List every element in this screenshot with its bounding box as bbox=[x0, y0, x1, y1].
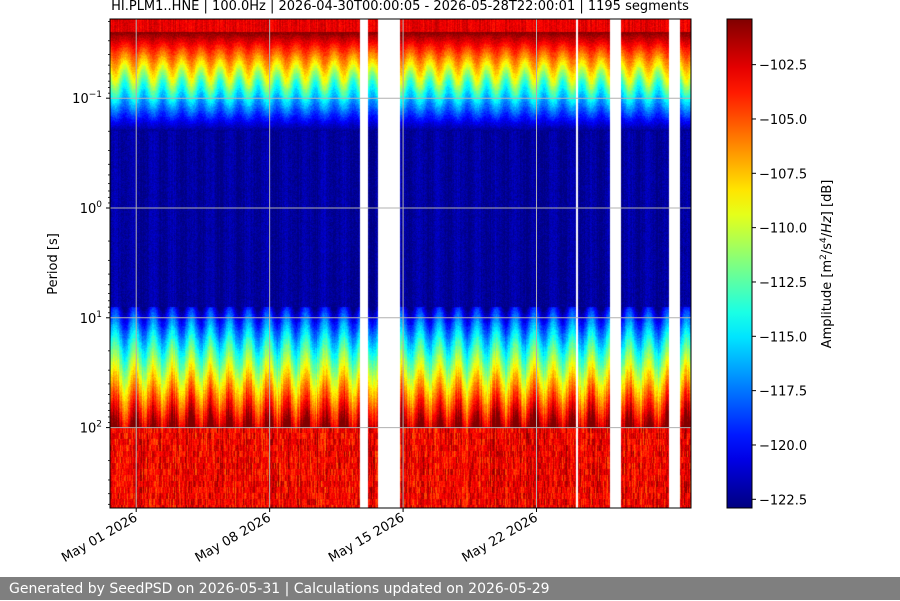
colorbar-tick-label: −115.0 bbox=[759, 330, 807, 345]
x-axis: May 01 2026 May 08 2026 May 15 2026 May 22 … bbox=[59, 508, 540, 566]
y-tick-label: 10−1 bbox=[72, 90, 102, 107]
footer-bar: Generated by SeedPSD on 2026-05-31 | Cal… bbox=[0, 577, 900, 600]
colorbar-tick-label: −107.5 bbox=[759, 167, 807, 182]
y-axis: 10−1 100 101 102 bbox=[72, 21, 110, 504]
psd-spectrogram-chart: 10−1 100 101 102 May 01 2026 May 08 2026 May … bbox=[0, 0, 900, 580]
y-axis-label: Period [s] bbox=[46, 233, 61, 295]
colorbar-label: Amplitude [m2/s4/Hz] [dB] bbox=[819, 180, 835, 349]
y-tick-label: 102 bbox=[80, 420, 102, 437]
x-tick-label: May 08 2026 bbox=[193, 510, 274, 565]
y-tick-label: 101 bbox=[80, 310, 102, 327]
x-tick-label: May 22 2026 bbox=[460, 510, 541, 565]
colorbar-tick-label: −117.5 bbox=[759, 385, 807, 400]
chart-svg: 10−1100101102 May 01 2026 May 08 2026 May … bbox=[0, 0, 900, 580]
colorbar-ticks: −102.5 −105.0 −107.5 −110.0 −112.5 −115.0 −117… bbox=[752, 59, 807, 509]
colorbar bbox=[727, 19, 752, 508]
x-tick-label: May 01 2026 bbox=[59, 510, 140, 565]
footer-text: Generated by SeedPSD on 2026-05-31 | Cal… bbox=[9, 581, 550, 597]
spectrogram-image bbox=[110, 19, 691, 508]
colorbar-tick-label: −112.5 bbox=[759, 276, 807, 291]
colorbar-tick-label: −110.0 bbox=[759, 222, 807, 237]
colorbar-tick-label: −102.5 bbox=[759, 59, 807, 74]
colorbar-tick-label: −122.5 bbox=[759, 493, 807, 508]
y-tick-label: 100 bbox=[80, 200, 103, 217]
colorbar-tick-label: −105.0 bbox=[759, 113, 807, 128]
x-tick-label: May 15 2026 bbox=[326, 510, 407, 565]
colorbar-tick-label: −120.0 bbox=[759, 439, 807, 454]
spectrogram-heatmap bbox=[110, 19, 691, 508]
